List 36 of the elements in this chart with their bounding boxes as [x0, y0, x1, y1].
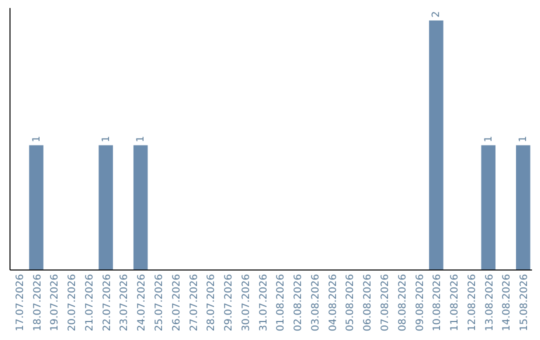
data-label: 1	[483, 136, 494, 142]
x-tick-label: 11.08.2026	[450, 274, 461, 332]
x-tick-label: 27.07.2026	[188, 274, 200, 332]
data-label: 1	[100, 136, 112, 142]
x-tick-label: 23.07.2026	[119, 274, 130, 332]
x-tick-label: 26.07.2026	[171, 274, 182, 332]
x-tick-label: 03.08.2026	[310, 274, 322, 332]
x-tick-label: 21.07.2026	[84, 274, 96, 332]
x-tick-label: 14.08.2026	[502, 274, 513, 332]
x-tick-label: 02.08.2026	[293, 274, 304, 332]
x-tick-label: 31.07.2026	[258, 274, 270, 332]
x-tick-label: 30.07.2026	[240, 274, 252, 332]
x-tick-label: 19.07.2026	[50, 274, 61, 332]
data-label: 1	[518, 136, 530, 142]
x-tick-label: 08.08.2026	[397, 274, 408, 332]
x-tick-label: 29.07.2026	[224, 274, 235, 332]
x-tick-label: 10.08.2026	[432, 274, 444, 332]
x-tick-label: 20.07.2026	[67, 274, 78, 332]
data-label: 1	[136, 136, 147, 142]
x-tick-label: 09.08.2026	[414, 274, 426, 332]
x-tick-label: 06.08.2026	[362, 274, 374, 332]
x-tick-label: 22.07.2026	[102, 274, 113, 332]
x-tick-label: 28.07.2026	[206, 274, 218, 332]
x-tick-label: 15.08.2026	[519, 274, 530, 332]
x-tick-label: 04.08.2026	[328, 274, 339, 332]
x-tick-label: 17.07.2026	[14, 274, 26, 332]
data-label: 2	[431, 11, 442, 18]
x-tick-label: 05.08.2026	[345, 274, 356, 332]
x-tick-label: 18.07.2026	[32, 274, 44, 332]
x-tick-label: 25.07.2026	[154, 274, 165, 332]
x-tick-label: 12.08.2026	[466, 274, 478, 332]
x-tick-label: 13.08.2026	[484, 274, 496, 332]
x-tick-label: 07.08.2026	[380, 274, 392, 332]
data-label: 1	[31, 136, 42, 142]
x-tick-label: 24.07.2026	[136, 274, 148, 332]
x-tick-label: 01.08.2026	[276, 274, 287, 332]
